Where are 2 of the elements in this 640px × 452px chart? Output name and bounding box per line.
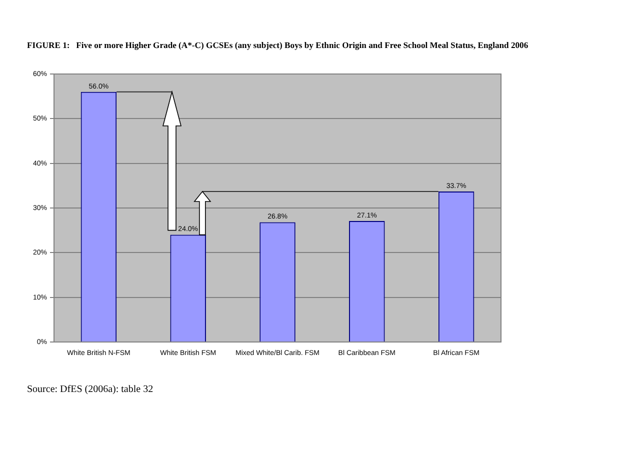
chart-title: FIGURE 1: Five or more Higher Grade (A*-C) GCSEs (any subject) Boys by Ethnic Origin and Free School Meal Status, England 2006 [27,40,530,50]
source-note: Source: DfES (2006a): table 32 [27,384,154,395]
